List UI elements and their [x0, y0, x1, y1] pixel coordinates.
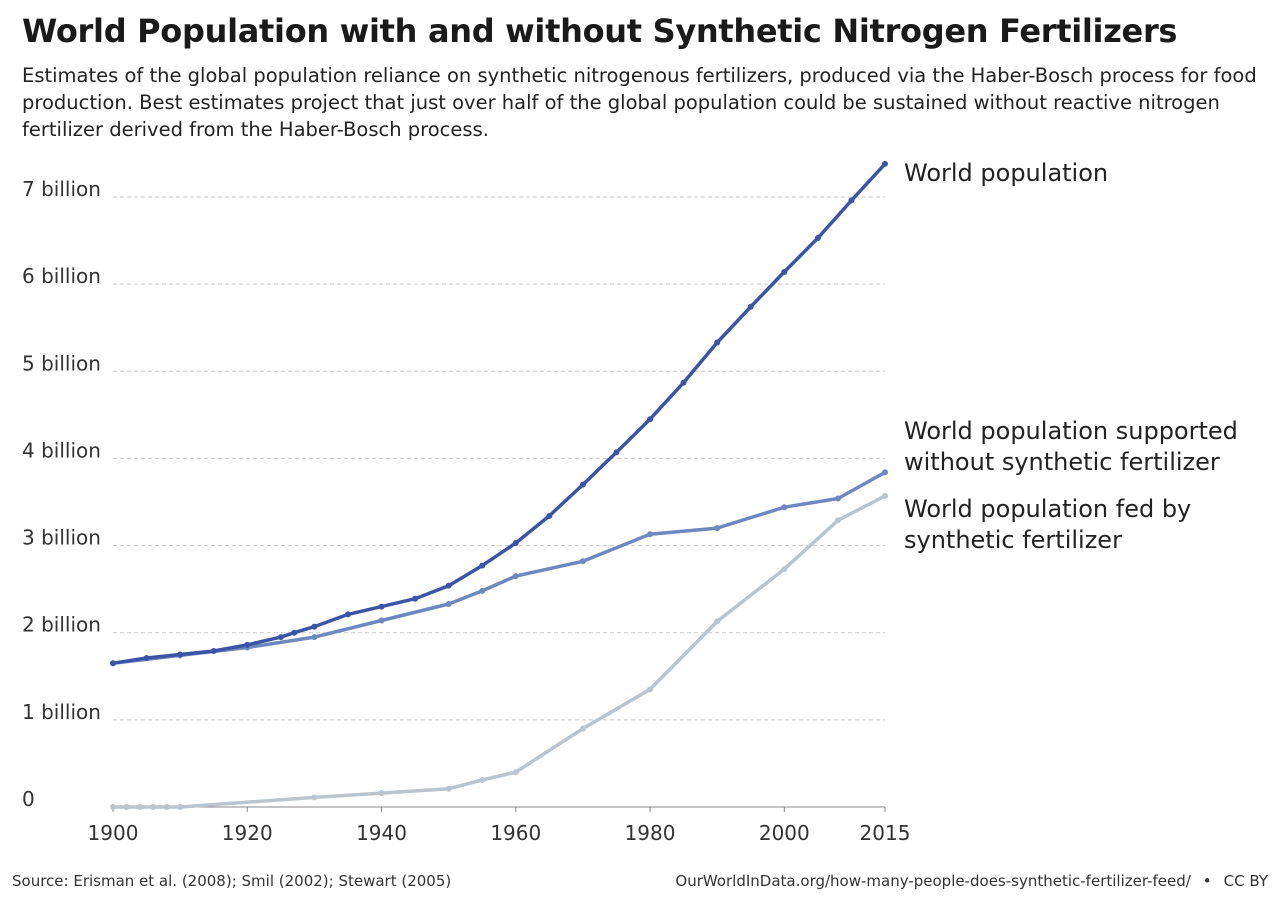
chart-title: World Population with and without Synthe…: [22, 12, 1178, 50]
chart-subtitle: Estimates of the global population relia…: [22, 64, 1257, 141]
grid-lines: [113, 196, 885, 721]
series-label: World population: [904, 159, 1108, 187]
data-point: [512, 769, 519, 776]
data-point: [814, 234, 821, 241]
data-point: [647, 686, 654, 693]
x-tick-label: 1960: [490, 821, 541, 845]
data-point: [177, 804, 184, 810]
x-tick-label: 1980: [625, 821, 676, 845]
y-tick-label: 4 billion: [22, 438, 101, 462]
separator-dot: •: [1202, 872, 1212, 890]
x-tick-label: 1920: [222, 821, 273, 845]
data-point: [210, 648, 217, 655]
series-line: [111, 470, 887, 665]
series-line: [111, 162, 887, 665]
data-point: [150, 804, 157, 810]
data-point: [512, 539, 519, 546]
data-point: [311, 794, 318, 801]
data-point: [311, 623, 318, 630]
data-point: [835, 495, 842, 502]
x-tick-label: 2000: [759, 821, 810, 845]
series-3: [110, 492, 888, 810]
data-point: [647, 416, 654, 423]
data-point: [680, 379, 687, 386]
series-label-line: World population fed by: [904, 495, 1191, 523]
x-tick-label: 1900: [88, 821, 139, 845]
data-point: [848, 197, 855, 204]
data-point: [143, 654, 150, 661]
data-point: [479, 776, 486, 783]
series-label: World population fed by synthetic fertili…: [904, 495, 1191, 554]
y-tick-label: 3 billion: [22, 526, 101, 550]
data-point: [714, 618, 721, 625]
data-point: [781, 268, 788, 275]
data-point: [445, 785, 452, 792]
series-2: [110, 469, 888, 667]
x-tick-label: 1940: [356, 821, 407, 845]
y-tick-label: 7 billion: [22, 177, 101, 201]
data-point: [445, 582, 452, 589]
data-point: [110, 804, 116, 810]
data-point: [479, 587, 486, 594]
data-point: [344, 611, 351, 618]
data-point: [546, 512, 553, 519]
series-label: World population supported without synthe…: [904, 417, 1238, 476]
x-tick-label: 2015: [860, 821, 911, 845]
data-point: [277, 634, 284, 641]
url-link[interactable]: OurWorldInData.org/how-many-people-does-…: [675, 872, 1191, 890]
data-point: [311, 634, 318, 641]
data-point: [512, 573, 519, 580]
data-point: [579, 481, 586, 488]
y-axis: 0 1 billion 2 billion 3 billion 4 billion 5 b…: [22, 177, 101, 811]
y-tick-label: 0: [22, 787, 35, 811]
data-point: [110, 660, 116, 667]
license-label: CC BY: [1223, 872, 1268, 890]
data-point: [479, 562, 486, 569]
series-label-line: World population: [904, 159, 1108, 187]
data-point: [445, 600, 452, 607]
data-point: [378, 603, 385, 610]
data-point: [244, 641, 251, 648]
data-point: [714, 525, 721, 532]
series-label-line: World population supported: [904, 417, 1238, 445]
series-labels: World population World population support…: [904, 159, 1238, 554]
y-tick-label: 2 billion: [22, 613, 101, 637]
data-point: [579, 558, 586, 565]
data-point: [882, 160, 888, 167]
x-axis: 1900 1920 1940 1960 1980 2000 2015: [88, 806, 911, 845]
data-point: [781, 566, 788, 573]
series-group: [110, 160, 888, 810]
data-point: [177, 651, 184, 658]
data-point: [163, 804, 170, 810]
data-point: [291, 629, 298, 636]
source-note: Source: Erisman et al. (2008); Smil (200…: [12, 872, 452, 890]
data-point: [781, 504, 788, 511]
y-tick-label: 1 billion: [22, 700, 101, 724]
series-line: [111, 494, 887, 809]
data-point: [882, 469, 888, 476]
series-1: [110, 160, 888, 667]
data-point: [378, 617, 385, 624]
data-point: [882, 492, 888, 499]
data-point: [412, 595, 419, 602]
data-point: [647, 531, 654, 538]
data-point: [136, 804, 143, 810]
data-point: [378, 790, 385, 797]
data-point: [714, 339, 721, 346]
series-label-line: without synthetic fertilizer: [904, 448, 1220, 476]
series-label-line: synthetic fertilizer: [904, 526, 1122, 554]
data-point: [579, 725, 586, 732]
data-point: [613, 449, 620, 456]
y-tick-label: 5 billion: [22, 351, 101, 375]
data-point: [747, 303, 754, 310]
y-tick-label: 6 billion: [22, 264, 101, 288]
data-point: [123, 804, 130, 810]
attribution: OurWorldInData.org/how-many-people-does-…: [675, 872, 1268, 890]
data-point: [835, 517, 842, 524]
